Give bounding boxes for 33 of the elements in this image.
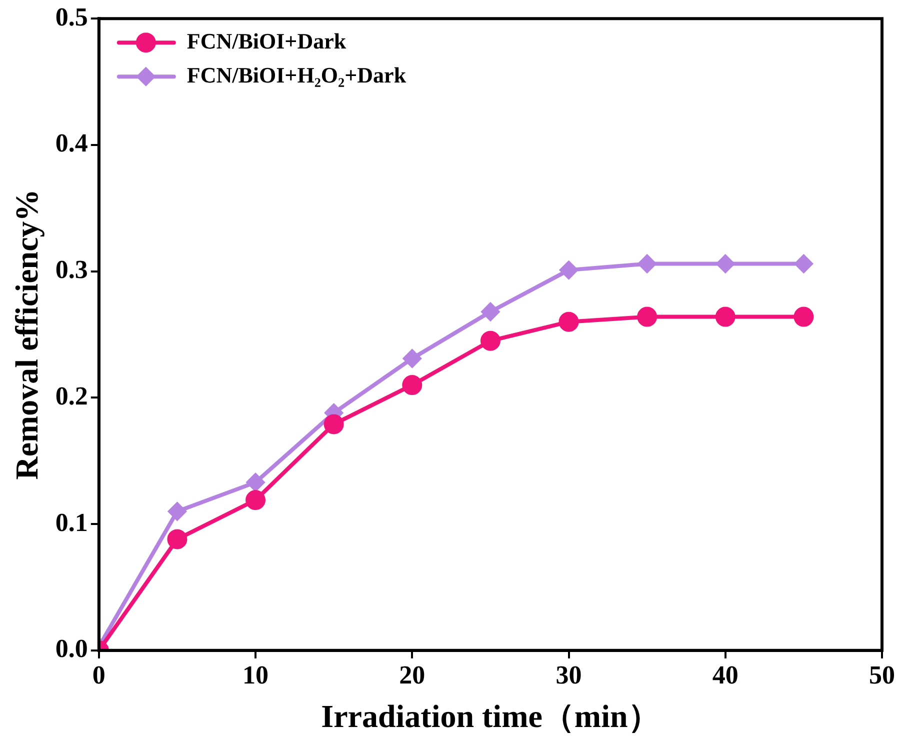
point [558,312,579,332]
x-tick-label: 40 [712,660,738,690]
point [715,306,736,327]
point [794,306,814,327]
point [794,254,813,273]
y-tick-label: 0.3 [55,255,88,284]
legend-label: FCN/BiOI+H₂O₂+Dark [186,62,407,88]
x-tick-label: 20 [399,660,426,690]
point [324,414,344,434]
x-tick-label: 30 [556,660,582,690]
x-tick-label: 0 [92,660,106,690]
y-tick-label: 0.2 [55,381,88,410]
point [403,350,422,368]
y-tick-label: 0.1 [55,508,88,537]
point [246,490,266,510]
point [481,302,500,321]
y-tick-label: 0.5 [55,2,88,32]
point [638,254,656,273]
y-tick-label: 0.0 [55,634,88,664]
point [168,502,186,520]
point [246,473,265,492]
x-tick-label: 50 [869,660,895,690]
x-axis-title: Irradiation time（min） [321,698,660,734]
x-tick-label: 10 [242,660,269,690]
legend-label: FCN/BiOI+Dark [186,28,347,54]
point [560,261,578,280]
point [402,375,422,396]
y-tick-label: 0.4 [55,128,88,158]
y-axis-title: Removal efficiency% [8,189,44,480]
point [637,306,658,327]
point [716,254,734,273]
point [480,330,500,351]
point [167,529,188,550]
